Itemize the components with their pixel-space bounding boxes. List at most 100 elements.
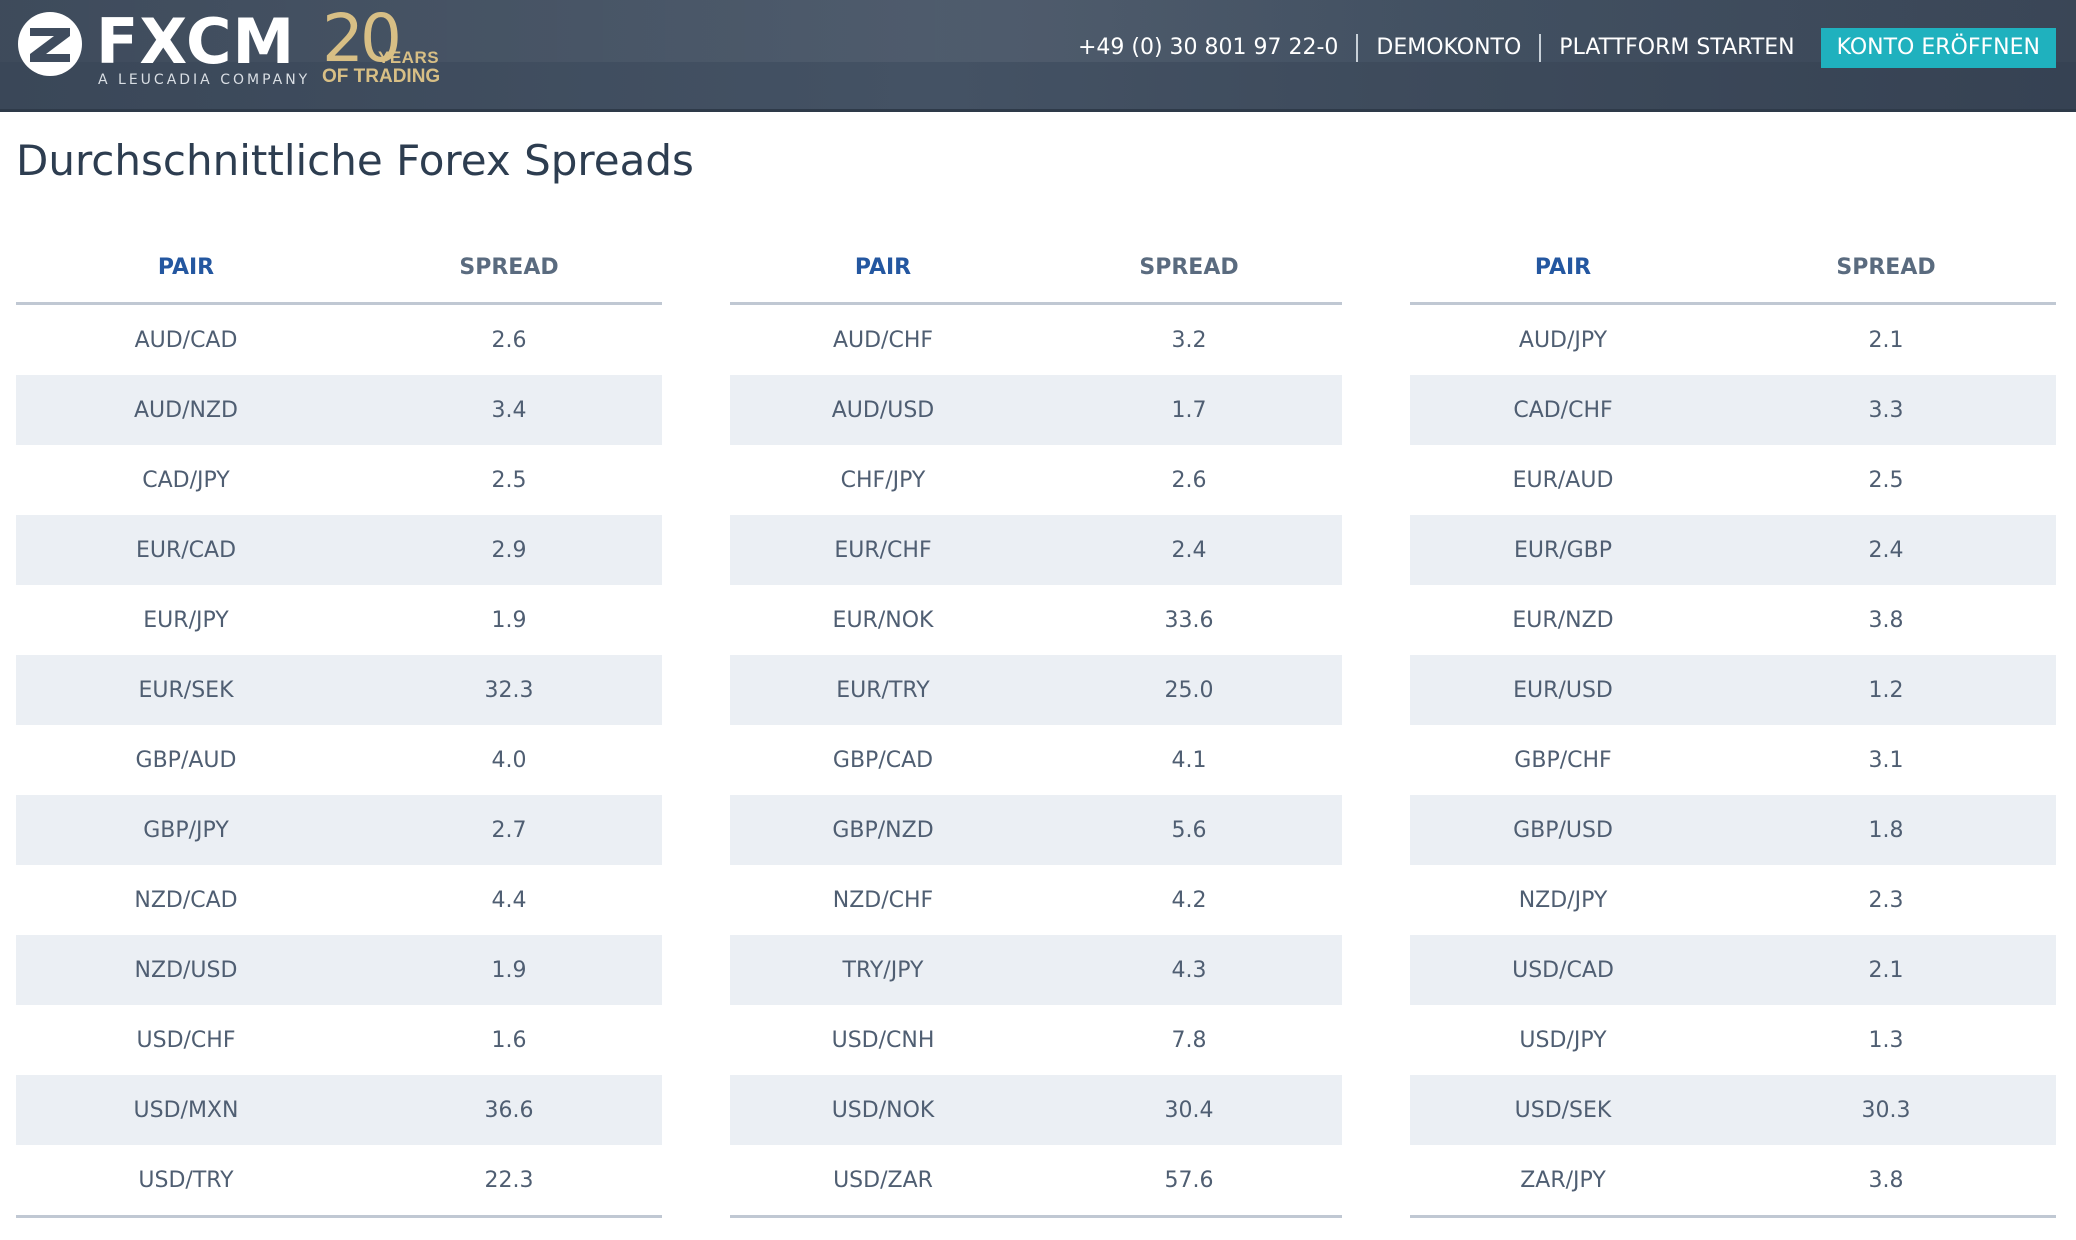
- spread-cell: 1.8: [1716, 795, 2056, 865]
- column-header-pair[interactable]: PAIR: [1410, 232, 1716, 305]
- table-row: AUD/NZD 3.4: [16, 375, 662, 445]
- table-row: USD/NOK 30.4: [730, 1075, 1342, 1145]
- table-header-row: PAIR SPREAD: [730, 232, 1342, 305]
- spreads-table-2: PAIR SPREAD AUD/CHF 3.2 AUD/USD 1.7 CHF/JP…: [730, 232, 1342, 1218]
- fxcm-logo-icon[interactable]: [16, 10, 84, 78]
- spread-cell: 2.4: [1036, 515, 1342, 585]
- demo-account-link[interactable]: DEMOKONTO: [1376, 35, 1522, 60]
- phone-link[interactable]: +49 (0) 30 801 97 22-0: [1077, 35, 1339, 60]
- table-header-row: PAIR SPREAD: [16, 232, 662, 305]
- table-row: NZD/CAD 4.4: [16, 865, 662, 935]
- table-row: USD/ZAR 57.6: [730, 1145, 1342, 1218]
- spread-cell: 2.9: [356, 515, 662, 585]
- pair-cell: GBP/AUD: [135, 747, 237, 773]
- pair-cell: EUR/CAD: [16, 515, 356, 585]
- spread-cell: 2.3: [1868, 887, 1904, 913]
- table-row: EUR/CHF 2.4: [730, 515, 1342, 585]
- spreads-table-3: PAIR SPREAD AUD/JPY 2.1 CAD/CHF 3.3 EUR/AU…: [1410, 232, 2056, 1218]
- spread-cell: 2.5: [1868, 467, 1904, 493]
- spread-cell: 4.1: [1171, 747, 1207, 773]
- pair-cell: AUD/CHF: [832, 327, 934, 353]
- pair-cell: CAD/JPY: [142, 467, 230, 493]
- pair-cell: EUR/NZD: [1512, 607, 1614, 633]
- table-row: USD/CAD 2.1: [1410, 935, 2056, 1005]
- pair-cell: GBP/CAD: [832, 747, 934, 773]
- table-row: EUR/SEK 32.3: [16, 655, 662, 725]
- pair-cell: NZD/JPY: [1518, 887, 1608, 913]
- column-header-spread[interactable]: SPREAD: [1036, 232, 1342, 305]
- spread-cell: 3.8: [1716, 1145, 2056, 1218]
- table-row: GBP/NZD 5.6: [730, 795, 1342, 865]
- spread-cell: 2.6: [491, 327, 527, 353]
- spread-cell: 5.6: [1036, 795, 1342, 865]
- spread-cell: 33.6: [1164, 607, 1214, 633]
- table-row: EUR/USD 1.2: [1410, 655, 2056, 725]
- table-row: GBP/CHF 3.1: [1410, 725, 2056, 795]
- table-row: USD/JPY 1.3: [1410, 1005, 2056, 1075]
- table-row: NZD/CHF 4.2: [730, 865, 1342, 935]
- column-header-pair[interactable]: PAIR: [16, 232, 356, 305]
- table-row: AUD/USD 1.7: [730, 375, 1342, 445]
- table-row: USD/SEK 30.3: [1410, 1075, 2056, 1145]
- table-header-row: PAIR SPREAD: [1410, 232, 2056, 305]
- spread-cell: 1.2: [1716, 655, 2056, 725]
- table-row: GBP/AUD 4.0: [16, 725, 662, 795]
- pair-cell: NZD/CHF: [832, 887, 934, 913]
- brand-subtitle: A LEUCADIA COMPANY: [98, 72, 311, 88]
- pair-cell: TRY/JPY: [730, 935, 1036, 1005]
- pair-cell: EUR/SEK: [16, 655, 356, 725]
- spread-cell: 4.3: [1036, 935, 1342, 1005]
- spread-cell: 3.8: [1868, 607, 1904, 633]
- pair-cell: USD/JPY: [1519, 1027, 1607, 1053]
- spread-cell: 2.1: [1716, 935, 2056, 1005]
- pair-cell: EUR/CHF: [730, 515, 1036, 585]
- table-row: USD/CHF 1.6: [16, 1005, 662, 1075]
- pair-cell: NZD/CAD: [134, 887, 238, 913]
- spread-cell: 3.2: [1171, 327, 1207, 353]
- spreads-table-1: PAIR SPREAD AUD/CAD 2.6 AUD/NZD 3.4 CAD/JP…: [16, 232, 662, 1218]
- anniversary-number: 20: [322, 0, 402, 77]
- spread-cell: 2.6: [1171, 467, 1207, 493]
- pair-cell: EUR/JPY: [143, 607, 229, 633]
- page-title: Durchschnittliche Forex Spreads: [16, 136, 694, 185]
- pair-cell: CAD/CHF: [1410, 375, 1716, 445]
- pair-cell: USD/ZAR: [730, 1145, 1036, 1218]
- spread-cell: 32.3: [356, 655, 662, 725]
- table-row: ZAR/JPY 3.8: [1410, 1145, 2056, 1218]
- column-header-spread[interactable]: SPREAD: [356, 232, 662, 305]
- table-row: EUR/GBP 2.4: [1410, 515, 2056, 585]
- pair-cell: EUR/GBP: [1410, 515, 1716, 585]
- open-account-button[interactable]: KONTO ERÖFFNEN: [1820, 28, 2056, 68]
- spread-cell: 2.7: [356, 795, 662, 865]
- pair-cell: USD/CAD: [1410, 935, 1716, 1005]
- column-header-spread[interactable]: SPREAD: [1716, 232, 2056, 305]
- table-row: AUD/CHF 3.2: [730, 304, 1342, 376]
- table-row: NZD/USD 1.9: [16, 935, 662, 1005]
- spread-cell: 30.3: [1716, 1075, 2056, 1145]
- table-row: GBP/USD 1.8: [1410, 795, 2056, 865]
- spread-cell: 4.4: [491, 887, 527, 913]
- nav-divider: [1539, 34, 1542, 62]
- table-row: EUR/NOK 33.6: [730, 585, 1342, 655]
- pair-cell: USD/NOK: [730, 1075, 1036, 1145]
- pair-cell: EUR/AUD: [1512, 467, 1614, 493]
- table-row: TRY/JPY 4.3: [730, 935, 1342, 1005]
- pair-cell: GBP/NZD: [730, 795, 1036, 865]
- launch-platform-link[interactable]: PLATTFORM STARTEN: [1559, 35, 1795, 60]
- pair-cell: USD/TRY: [16, 1145, 356, 1218]
- spread-cell: 7.8: [1171, 1027, 1207, 1053]
- top-navigation-bar: FXCM A LEUCADIA COMPANY 20 YEARS OF TRAD…: [0, 0, 2076, 112]
- spread-cell: 2.4: [1716, 515, 2056, 585]
- pair-cell: GBP/JPY: [16, 795, 356, 865]
- brand-name[interactable]: FXCM: [96, 5, 296, 78]
- column-header-pair[interactable]: PAIR: [730, 232, 1036, 305]
- pair-cell: AUD/NZD: [16, 375, 356, 445]
- pair-cell: AUD/JPY: [1518, 327, 1608, 353]
- spread-cell: 1.9: [491, 607, 527, 633]
- table-row: CAD/CHF 3.3: [1410, 375, 2056, 445]
- pair-cell: CHF/JPY: [840, 467, 926, 493]
- table-row: USD/MXN 36.6: [16, 1075, 662, 1145]
- spread-cell: 3.1: [1868, 747, 1904, 773]
- pair-cell: AUD/CAD: [134, 327, 238, 353]
- pair-cell: EUR/USD: [1410, 655, 1716, 725]
